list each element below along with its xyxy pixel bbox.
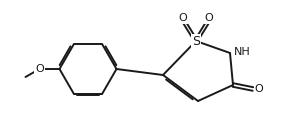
Text: S: S bbox=[192, 34, 200, 47]
Text: O: O bbox=[255, 84, 263, 94]
Text: O: O bbox=[205, 13, 213, 23]
Text: NH: NH bbox=[234, 47, 251, 57]
Text: O: O bbox=[179, 13, 187, 23]
Text: O: O bbox=[35, 64, 44, 74]
